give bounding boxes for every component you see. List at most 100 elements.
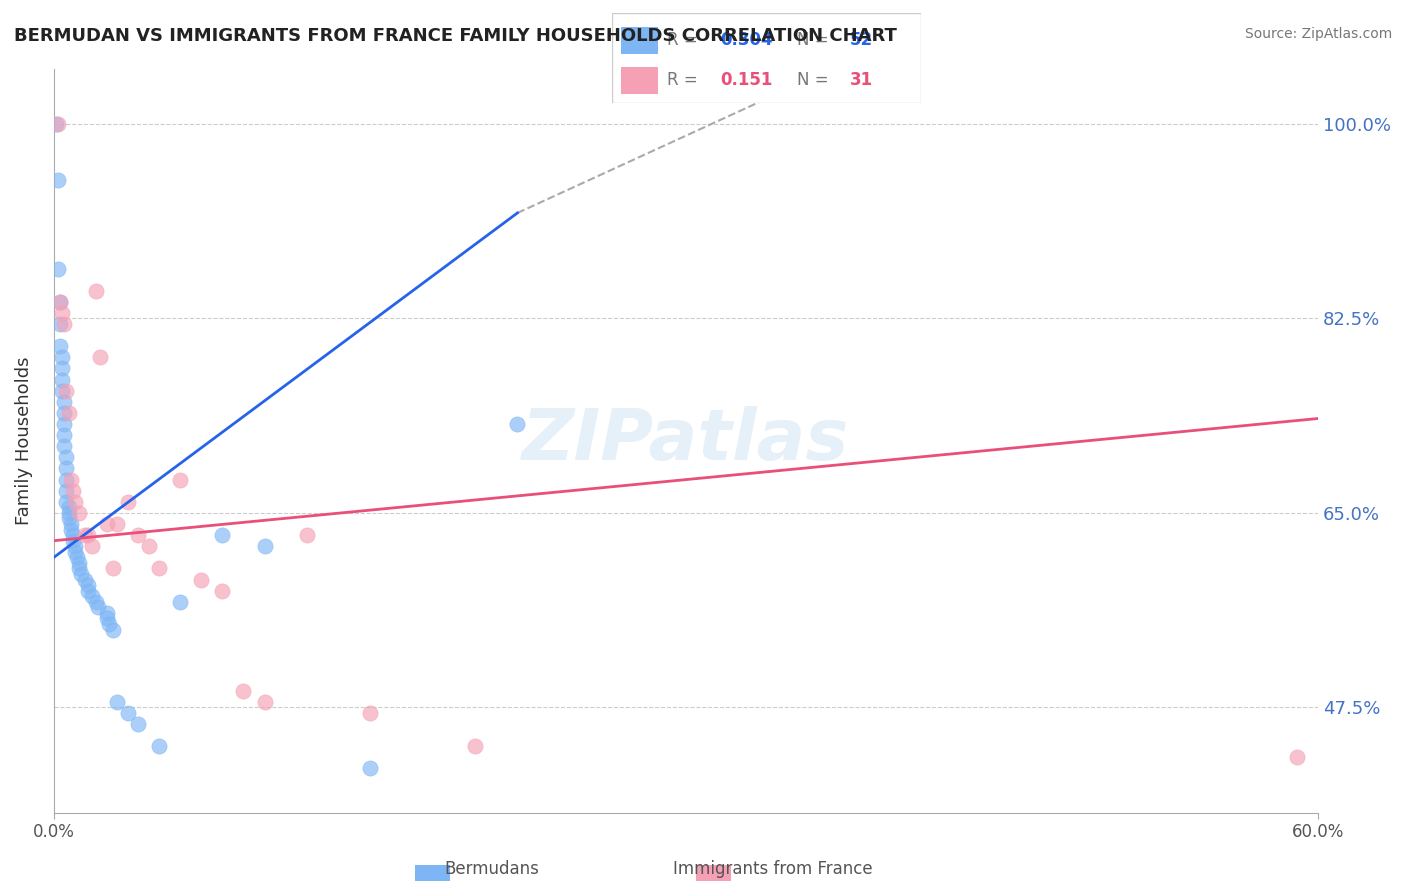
Text: N =: N = <box>797 71 834 89</box>
Point <box>117 706 139 720</box>
Point <box>62 483 84 498</box>
Point <box>58 506 80 520</box>
Point <box>138 539 160 553</box>
Point <box>148 561 170 575</box>
Point <box>67 506 90 520</box>
Text: N =: N = <box>797 31 834 49</box>
Point <box>53 428 76 442</box>
Point <box>59 473 82 487</box>
Point <box>58 511 80 525</box>
Text: Immigrants from France: Immigrants from France <box>673 860 873 878</box>
Point <box>84 284 107 298</box>
Point <box>45 117 67 131</box>
Point <box>67 556 90 570</box>
Text: R =: R = <box>668 71 709 89</box>
Text: 0.151: 0.151 <box>720 71 772 89</box>
Point <box>96 611 118 625</box>
Point <box>84 595 107 609</box>
Point <box>211 583 233 598</box>
Point <box>75 573 97 587</box>
Point <box>49 294 72 309</box>
FancyBboxPatch shape <box>621 27 658 54</box>
Point <box>55 461 77 475</box>
Point <box>127 717 149 731</box>
Point <box>62 528 84 542</box>
Point <box>359 762 381 776</box>
Point <box>51 384 73 398</box>
Point <box>97 617 120 632</box>
Point <box>169 595 191 609</box>
Point <box>253 539 276 553</box>
Point <box>51 373 73 387</box>
Point <box>80 539 103 553</box>
Text: 52: 52 <box>849 31 873 49</box>
Point <box>96 606 118 620</box>
Point <box>169 473 191 487</box>
Point <box>76 583 98 598</box>
Y-axis label: Family Households: Family Households <box>15 357 32 525</box>
Point <box>55 495 77 509</box>
Point <box>53 317 76 331</box>
Text: Bermudans: Bermudans <box>444 860 540 878</box>
Point <box>55 483 77 498</box>
Point <box>359 706 381 720</box>
Point <box>63 545 86 559</box>
Point <box>148 739 170 754</box>
Point <box>53 406 76 420</box>
Point <box>76 578 98 592</box>
Point <box>53 394 76 409</box>
Point <box>1286 750 1309 764</box>
Point <box>295 528 318 542</box>
Point <box>51 361 73 376</box>
Point <box>62 533 84 548</box>
Point <box>58 406 80 420</box>
Point <box>117 495 139 509</box>
Point <box>67 561 90 575</box>
Point <box>46 117 69 131</box>
Point <box>101 623 124 637</box>
Point <box>46 172 69 186</box>
Point <box>105 516 128 531</box>
Point <box>190 573 212 587</box>
Point <box>46 261 69 276</box>
Text: BERMUDAN VS IMMIGRANTS FROM FRANCE FAMILY HOUSEHOLDS CORRELATION CHART: BERMUDAN VS IMMIGRANTS FROM FRANCE FAMIL… <box>14 27 897 45</box>
Point <box>59 523 82 537</box>
Point <box>53 439 76 453</box>
Point <box>96 516 118 531</box>
Point <box>127 528 149 542</box>
Text: 0.304: 0.304 <box>720 31 772 49</box>
Text: R =: R = <box>668 31 703 49</box>
Text: ZIPatlas: ZIPatlas <box>522 406 849 475</box>
Point <box>51 351 73 365</box>
FancyBboxPatch shape <box>612 13 921 103</box>
Point <box>506 417 529 431</box>
FancyBboxPatch shape <box>621 67 658 94</box>
Text: 31: 31 <box>849 71 873 89</box>
Point <box>76 528 98 542</box>
Point <box>80 589 103 603</box>
Point <box>253 695 276 709</box>
Point <box>63 539 86 553</box>
Point <box>49 317 72 331</box>
Point <box>87 600 110 615</box>
Point <box>55 384 77 398</box>
Point <box>211 528 233 542</box>
Point <box>464 739 486 754</box>
Point <box>105 695 128 709</box>
Point <box>55 450 77 465</box>
Point <box>51 306 73 320</box>
Point <box>53 417 76 431</box>
Point <box>49 339 72 353</box>
Point <box>101 561 124 575</box>
Point <box>63 495 86 509</box>
Point <box>89 351 111 365</box>
Point <box>70 567 93 582</box>
Point <box>59 516 82 531</box>
Point <box>232 683 254 698</box>
Point <box>55 473 77 487</box>
Point <box>49 294 72 309</box>
Point <box>58 500 80 515</box>
Point <box>75 528 97 542</box>
Point <box>66 550 89 565</box>
Text: Source: ZipAtlas.com: Source: ZipAtlas.com <box>1244 27 1392 41</box>
